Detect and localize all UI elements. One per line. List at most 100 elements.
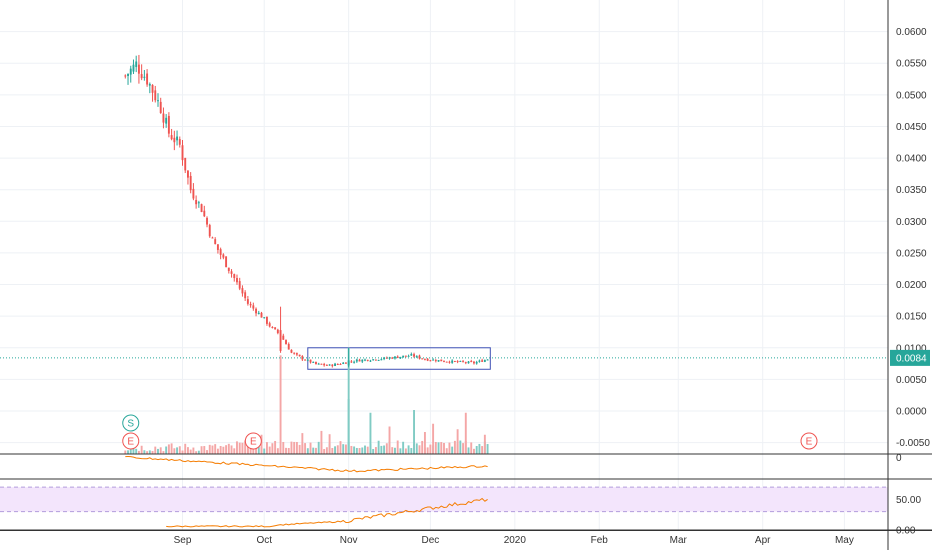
volume-bar — [285, 447, 287, 454]
candle-body — [255, 308, 258, 314]
event-marker[interactable] — [800, 432, 818, 450]
time-axis-label: Sep — [174, 535, 192, 546]
range-box[interactable] — [307, 347, 491, 370]
volume-bar — [192, 447, 195, 454]
candle-body — [486, 359, 489, 361]
volume-bar — [276, 448, 279, 454]
volume-bar — [380, 445, 383, 454]
candle-body — [481, 360, 484, 362]
candle-body — [189, 175, 192, 191]
volume-bar — [214, 444, 217, 454]
candle-body — [306, 359, 309, 361]
candle-body — [293, 352, 296, 354]
volume-bar — [173, 448, 176, 454]
volume-bar — [263, 448, 266, 454]
price-tick-label: 0.0300 — [896, 217, 927, 228]
candle-body — [252, 305, 255, 309]
volume-bar — [159, 447, 162, 454]
candle-body — [165, 117, 168, 124]
time-axis-label: Nov — [340, 535, 358, 546]
candle-body — [285, 340, 287, 345]
candle-body — [462, 361, 465, 363]
volume-bar — [238, 442, 241, 454]
volume-bar — [429, 444, 432, 454]
volume-bar — [315, 447, 317, 454]
candle-body — [429, 360, 432, 362]
volume-bar — [197, 450, 200, 454]
candle-body — [129, 68, 132, 75]
volume-bar — [459, 440, 462, 454]
candle-body — [413, 354, 415, 357]
time-axis-label: Feb — [591, 535, 609, 546]
volume-bar — [470, 442, 473, 454]
volume-bar — [132, 447, 135, 454]
candle-body — [396, 356, 399, 359]
volume-bar — [434, 441, 437, 454]
volume-bar — [317, 441, 320, 454]
candle-body — [186, 170, 189, 178]
event-marker[interactable] — [122, 414, 140, 432]
candle-body — [216, 244, 219, 250]
event-marker-label: S — [127, 419, 134, 430]
candle-body — [295, 353, 298, 355]
time-axis-label: Oct — [256, 535, 272, 546]
volume-spike-bar — [328, 434, 331, 454]
volume-bar — [361, 447, 364, 454]
candle-body — [402, 355, 405, 358]
event-markers[interactable]: SE E E — [122, 414, 818, 450]
candle-body — [159, 101, 162, 114]
candle-body — [263, 317, 266, 319]
candle-body — [315, 361, 317, 365]
volume-bar — [146, 451, 149, 454]
event-marker[interactable] — [244, 432, 262, 450]
candle-body — [233, 274, 236, 279]
candle-body — [385, 357, 388, 359]
volume-bar — [268, 446, 271, 454]
candle-body — [355, 359, 358, 362]
candle-body — [309, 359, 312, 363]
candle-body — [407, 355, 410, 357]
volume-bar — [339, 441, 342, 454]
candle-body — [473, 361, 475, 364]
price-tick-label: 0.0000 — [896, 407, 927, 418]
time-axis-label: May — [835, 535, 854, 546]
volume-bar — [306, 448, 309, 454]
candle-body — [399, 356, 402, 359]
oscillator-tick-label: 50.00 — [896, 495, 921, 506]
volume-bar — [309, 442, 312, 454]
volume-bar — [282, 442, 285, 454]
candle-body — [151, 84, 154, 93]
candle-body — [478, 360, 481, 362]
volume-bar — [404, 448, 407, 454]
volume-bar — [391, 447, 394, 454]
candle-body — [418, 355, 421, 359]
candle-body — [200, 204, 203, 213]
volume-spike-bar — [423, 432, 426, 454]
candle-body — [195, 199, 198, 205]
volume-bar — [162, 451, 165, 454]
last-price-tag[interactable] — [890, 349, 930, 366]
volume-bars — [124, 347, 489, 454]
candle-body — [287, 344, 290, 350]
volume-bar — [222, 446, 225, 454]
candle-body — [167, 115, 170, 134]
candle-body — [456, 361, 459, 363]
volume-bar — [203, 446, 206, 454]
candle-body — [388, 357, 391, 359]
volume-bar — [374, 447, 377, 454]
event-marker[interactable] — [122, 432, 140, 450]
candle-body — [132, 64, 135, 72]
volume-bar — [129, 449, 132, 454]
volume-bar — [377, 440, 380, 454]
volume-bar — [216, 448, 219, 454]
candle-body — [197, 202, 200, 204]
volume-bar — [200, 446, 203, 454]
candle-body — [358, 359, 361, 362]
candle-body — [236, 278, 238, 283]
time-axis-label: Apr — [755, 535, 771, 546]
volume-bar — [208, 444, 211, 454]
candle-body — [334, 363, 336, 366]
price-tick-label: 0.0400 — [896, 154, 927, 165]
volume-spike-bar — [301, 433, 304, 454]
